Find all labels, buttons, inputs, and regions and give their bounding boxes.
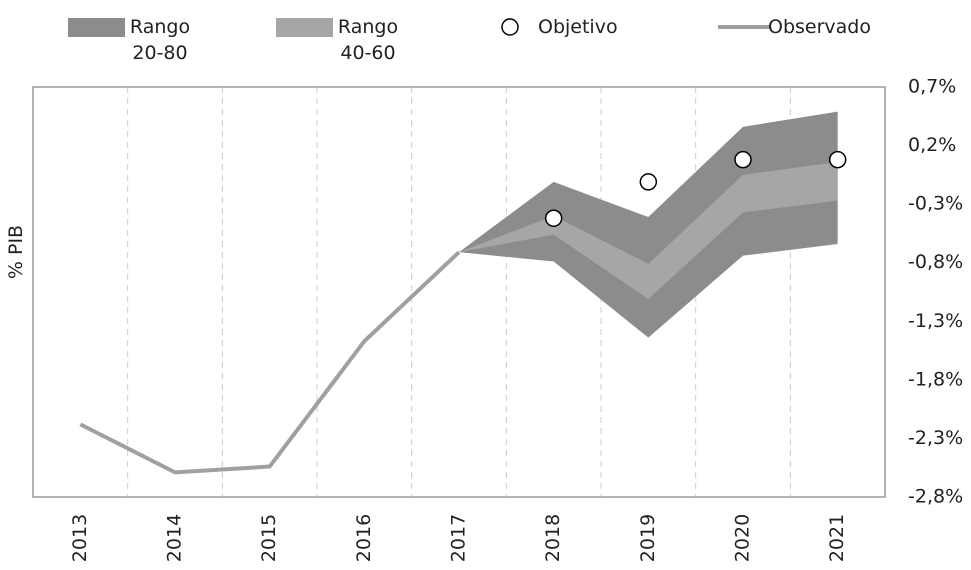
x-tick-label: 2020 bbox=[732, 514, 754, 562]
x-tick-label: 2019 bbox=[637, 514, 659, 562]
y-tick-label: 0,7% bbox=[908, 76, 956, 98]
legend-swatch bbox=[68, 18, 125, 37]
legend-swatch bbox=[501, 18, 519, 36]
y-tick-label: -2,8% bbox=[908, 486, 963, 508]
x-tick-label: 2021 bbox=[826, 514, 848, 562]
y-tick-label: -1,3% bbox=[908, 310, 963, 332]
legend-label: Observado bbox=[768, 16, 871, 38]
marker bbox=[544, 209, 563, 227]
band bbox=[459, 161, 838, 300]
y-tick-label: -0,3% bbox=[908, 193, 963, 215]
x-tick-label: 2016 bbox=[353, 514, 375, 562]
x-tick-label: 2014 bbox=[164, 514, 186, 562]
band bbox=[459, 111, 838, 338]
line bbox=[79, 250, 461, 475]
legend-label: Rango 20-80 bbox=[129, 16, 191, 64]
x-tick-label: 2017 bbox=[448, 514, 470, 562]
legend-label: Rango 40-60 bbox=[337, 16, 399, 64]
y-tick-label: -2,3% bbox=[908, 427, 963, 449]
y-axis-label: % PIB bbox=[5, 225, 27, 279]
marker bbox=[639, 173, 658, 191]
y-tick-label: -0,8% bbox=[908, 251, 963, 273]
marker bbox=[828, 150, 847, 169]
y-tick-label: -1,8% bbox=[908, 368, 963, 390]
plot-area bbox=[32, 86, 886, 498]
legend-swatch bbox=[276, 18, 333, 37]
x-tick-label: 2013 bbox=[69, 514, 91, 562]
x-tick-label: 2015 bbox=[258, 514, 280, 562]
y-tick-label: 0,2% bbox=[908, 134, 956, 156]
x-tick-label: 2018 bbox=[542, 514, 564, 562]
legend-label: Objetivo bbox=[538, 16, 618, 38]
marker bbox=[734, 150, 752, 169]
